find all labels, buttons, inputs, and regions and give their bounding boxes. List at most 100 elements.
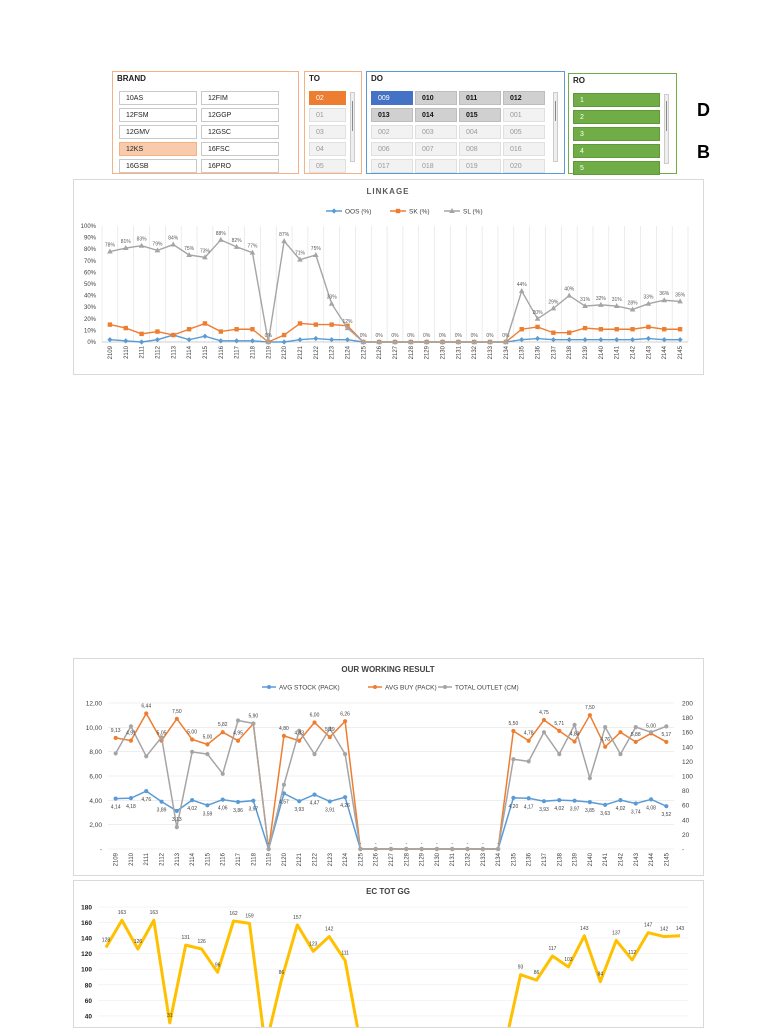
do-item-016[interactable]: 016 bbox=[503, 142, 545, 156]
brand-item-10AS[interactable]: 10AS bbox=[119, 91, 197, 105]
data-point bbox=[572, 798, 577, 803]
data-label: 6,00 bbox=[310, 712, 320, 718]
ro-item-3[interactable]: 3 bbox=[573, 127, 660, 141]
do-item-007[interactable]: 007 bbox=[415, 142, 457, 156]
ro-item-2[interactable]: 2 bbox=[573, 110, 660, 124]
brand-item-12GSC[interactable]: 12GSC bbox=[201, 125, 279, 139]
brand-item-16PRO[interactable]: 16PRO bbox=[201, 159, 279, 173]
data-point bbox=[664, 739, 669, 745]
brand-item-12GMV[interactable]: 12GMV bbox=[119, 125, 197, 139]
do-item-005[interactable]: 005 bbox=[503, 125, 545, 139]
y-right-tick-label: 100 bbox=[682, 774, 693, 781]
data-label: - bbox=[375, 841, 377, 847]
data-point bbox=[123, 325, 128, 331]
data-label: 86 bbox=[279, 970, 285, 976]
data-label: 75% bbox=[184, 246, 195, 252]
x-tick-label: 2124 bbox=[345, 345, 351, 359]
do-item-008[interactable]: 008 bbox=[459, 142, 501, 156]
data-label: 4,17 bbox=[524, 804, 534, 810]
data-point bbox=[618, 730, 623, 735]
ro-scrollbar[interactable] bbox=[664, 94, 669, 164]
x-tick-label: 2136 bbox=[527, 852, 533, 866]
ro-item-4[interactable]: 4 bbox=[573, 144, 660, 158]
data-point bbox=[645, 335, 652, 342]
legend-label-2: SL (%) bbox=[463, 209, 483, 216]
data-point bbox=[343, 795, 348, 800]
y-tick-label: 40% bbox=[84, 294, 97, 300]
brand-item-16GSB[interactable]: 16GSB bbox=[119, 159, 197, 173]
brand-item-16FSC[interactable]: 16FSC bbox=[201, 142, 279, 156]
data-point bbox=[174, 716, 179, 721]
to-item-05[interactable]: 05 bbox=[309, 159, 346, 173]
do-item-010[interactable]: 010 bbox=[415, 91, 457, 105]
data-label: 75% bbox=[311, 246, 322, 252]
do-scrollbar[interactable] bbox=[553, 92, 558, 162]
do-item-009[interactable]: 009 bbox=[371, 91, 413, 105]
to-item-01[interactable]: 01 bbox=[309, 108, 346, 122]
data-point bbox=[186, 252, 192, 257]
data-point bbox=[343, 752, 348, 757]
data-point bbox=[603, 744, 608, 749]
do-item-017[interactable]: 017 bbox=[371, 159, 413, 173]
do-item-001[interactable]: 001 bbox=[503, 108, 545, 122]
brand-item-12FSM[interactable]: 12FSM bbox=[119, 108, 197, 122]
do-item-012[interactable]: 012 bbox=[503, 91, 545, 105]
ro-item-1[interactable]: 1 bbox=[573, 93, 660, 107]
data-point bbox=[629, 306, 636, 312]
y-right-tick-label: 140 bbox=[682, 744, 693, 751]
do-item-015[interactable]: 015 bbox=[459, 108, 501, 122]
to-scrollbar[interactable] bbox=[350, 92, 355, 162]
brand-item-12KS[interactable]: 12KS bbox=[119, 142, 197, 156]
do-item-006[interactable]: 006 bbox=[371, 142, 413, 156]
data-label: 7,50 bbox=[172, 709, 182, 715]
data-label: 0% bbox=[471, 333, 479, 339]
y-right-tick-label: 160 bbox=[682, 730, 693, 737]
do-item-014[interactable]: 014 bbox=[415, 108, 457, 122]
data-point bbox=[582, 303, 588, 309]
brand-item-12GGP[interactable]: 12GGP bbox=[201, 108, 279, 122]
y-tick-label: 70% bbox=[84, 259, 97, 265]
data-label: 4,26 bbox=[340, 803, 350, 809]
do-item-011[interactable]: 011 bbox=[459, 91, 501, 105]
to-item-03[interactable]: 03 bbox=[309, 125, 346, 139]
data-label: 5,00 bbox=[187, 730, 197, 736]
data-point bbox=[511, 757, 516, 762]
brand-slicer: BRAND 10AS 12FIM 12FSM 12GGP 12GMV 12GSC 12KS 1… bbox=[112, 71, 299, 174]
y-right-tick-label: 60 bbox=[682, 803, 690, 810]
data-label: 4,91 bbox=[126, 731, 136, 737]
y-tick-label: 40 bbox=[85, 1013, 93, 1020]
data-point bbox=[171, 332, 176, 338]
y-right-tick-label: - bbox=[682, 847, 684, 854]
brand-item-12FIM[interactable]: 12FIM bbox=[201, 91, 279, 105]
x-tick-label: 2135 bbox=[520, 345, 526, 359]
do-item-002[interactable]: 002 bbox=[371, 125, 413, 139]
do-item-018[interactable]: 018 bbox=[415, 159, 457, 173]
legend-label-1: AVG BUY (PACK) bbox=[385, 685, 437, 692]
data-point bbox=[123, 338, 129, 344]
data-label: 162 bbox=[229, 911, 238, 917]
do-item-004[interactable]: 004 bbox=[459, 125, 501, 139]
ro-item-5[interactable]: 5 bbox=[573, 161, 660, 175]
x-tick-label: 2110 bbox=[129, 852, 135, 866]
to-item-04[interactable]: 04 bbox=[309, 142, 346, 156]
x-tick-label: 2122 bbox=[314, 345, 320, 359]
data-label: 20% bbox=[533, 310, 544, 316]
do-item-013[interactable]: 013 bbox=[371, 108, 413, 122]
data-point bbox=[534, 335, 541, 342]
data-label: 4,57 bbox=[279, 799, 289, 805]
data-label: 4,20 bbox=[509, 804, 519, 810]
data-point bbox=[629, 337, 636, 343]
x-tick-label: 2121 bbox=[297, 852, 303, 866]
data-point bbox=[343, 719, 348, 724]
do-item-020[interactable]: 020 bbox=[503, 159, 545, 173]
data-point bbox=[598, 327, 604, 332]
data-label: 5,05 bbox=[157, 731, 167, 737]
do-slicer-title: DO bbox=[371, 74, 383, 83]
data-label: 4,02 bbox=[187, 806, 197, 812]
do-item-003[interactable]: 003 bbox=[415, 125, 457, 139]
data-label: 4,76 bbox=[141, 797, 151, 803]
do-item-019[interactable]: 019 bbox=[459, 159, 501, 173]
x-tick-label: 2109 bbox=[108, 345, 114, 359]
to-item-02[interactable]: 02 bbox=[309, 91, 346, 105]
data-point bbox=[144, 788, 149, 794]
